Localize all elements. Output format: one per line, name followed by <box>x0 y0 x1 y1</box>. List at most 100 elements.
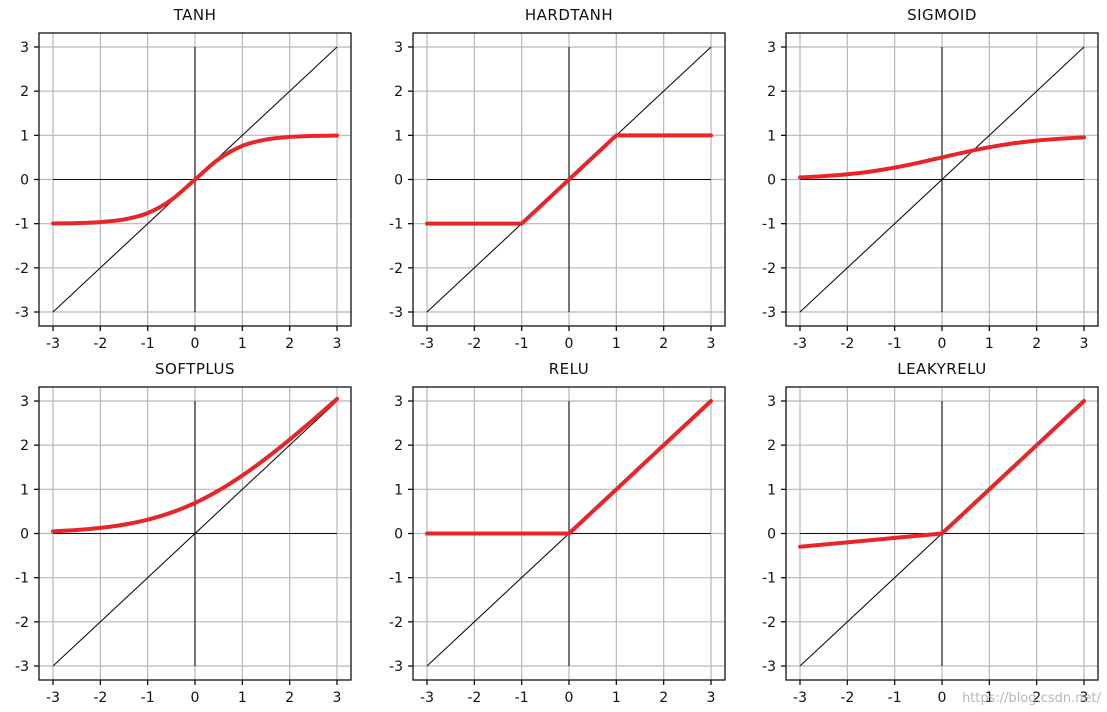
x-tick-label: 1 <box>985 690 994 706</box>
y-tick-label: 2 <box>394 84 403 100</box>
x-tick-label: -1 <box>888 690 902 706</box>
chart-panel-leakyrelu: LEAKYRELU -3 -2 -1 0 1 2 3 3 2 1 0 -1 -2 -3 <box>762 360 1099 706</box>
y-tick-label: -3 <box>389 305 403 321</box>
identity-line <box>799 46 1085 313</box>
y-tick-label: -2 <box>15 261 29 277</box>
y-tick-label: -1 <box>762 571 776 587</box>
panel-title: TANH <box>173 6 217 24</box>
y-tick-label: 2 <box>767 84 776 100</box>
panel-title: LEAKYRELU <box>897 360 987 378</box>
watermark: https://blog.csdn.net/ <box>961 691 1101 706</box>
y-tick-label: -1 <box>15 571 29 587</box>
series-curve <box>425 399 713 536</box>
x-tick-label: -1 <box>515 336 529 352</box>
x-tick-label: 1 <box>985 336 994 352</box>
y-tick-label: 1 <box>394 482 403 498</box>
series-curve <box>51 396 339 534</box>
x-tick-label: 3 <box>707 690 716 706</box>
y-tick-label: -3 <box>15 659 29 675</box>
x-tick-label: 2 <box>659 336 668 352</box>
y-tick-label: 2 <box>20 438 29 454</box>
y-tick-label: -1 <box>389 217 403 233</box>
y-tick-label: -2 <box>15 615 29 631</box>
x-tick-label: -3 <box>46 690 60 706</box>
x-tick-label: -2 <box>93 690 107 706</box>
x-tick-label: 1 <box>612 336 621 352</box>
y-tick-label: 0 <box>394 173 403 189</box>
x-tick-label: 0 <box>565 336 574 352</box>
y-tick-label: 0 <box>767 173 776 189</box>
y-tick-label: -2 <box>762 615 776 631</box>
y-tick-label: 0 <box>20 527 29 543</box>
y-tick-label: 1 <box>767 128 776 144</box>
y-tick-label: 1 <box>20 128 29 144</box>
x-tick-label: -1 <box>888 336 902 352</box>
y-tick-label: -1 <box>762 217 776 233</box>
x-tick-label: -3 <box>793 336 807 352</box>
y-tick-label: 0 <box>767 527 776 543</box>
series-curve <box>798 399 1086 549</box>
x-tick-label: 1 <box>612 690 621 706</box>
x-tick-label: 2 <box>659 690 668 706</box>
y-tick-label: 3 <box>20 40 29 56</box>
x-tick-label: -1 <box>141 690 155 706</box>
x-tick-label: 2 <box>1032 336 1041 352</box>
panel-title: RELU <box>549 360 590 378</box>
chart-panel-tanh: TANH -3 -2 -1 0 1 2 3 3 2 1 0 -1 -2 -3 <box>15 6 352 352</box>
x-tick-label: 0 <box>191 690 200 706</box>
x-tick-label: 3 <box>707 336 716 352</box>
y-tick-label: 3 <box>767 40 776 56</box>
x-tick-label: 3 <box>1080 336 1089 352</box>
y-tick-label: 1 <box>394 128 403 144</box>
x-tick-label: 3 <box>333 336 342 352</box>
y-tick-label: -2 <box>762 261 776 277</box>
x-tick-label: 0 <box>565 690 574 706</box>
x-tick-label: 3 <box>1080 690 1089 706</box>
x-tick-label: -1 <box>141 336 155 352</box>
y-tick-label: 2 <box>394 438 403 454</box>
chart-panel-relu: RELU -3 -2 -1 0 1 2 3 3 2 1 0 -1 -2 -3 <box>389 360 726 706</box>
x-tick-label: 2 <box>1032 690 1041 706</box>
y-tick-label: -3 <box>389 659 403 675</box>
x-tick-label: 0 <box>938 690 947 706</box>
y-tick-label: -2 <box>389 615 403 631</box>
x-tick-label: 0 <box>938 336 947 352</box>
panel-title: HARDTANH <box>525 6 613 24</box>
x-tick-label: -2 <box>840 336 854 352</box>
x-tick-label: -1 <box>515 690 529 706</box>
panel-title: SIGMOID <box>907 6 977 24</box>
y-tick-label: 3 <box>394 40 403 56</box>
y-tick-label: -1 <box>389 571 403 587</box>
y-tick-label: 0 <box>20 173 29 189</box>
x-tick-label: -3 <box>46 336 60 352</box>
x-tick-label: 1 <box>238 690 247 706</box>
series-curve <box>798 135 1086 180</box>
x-tick-label: -2 <box>467 690 481 706</box>
panel-title: SOFTPLUS <box>155 360 235 378</box>
chart-panel-hardtanh: HARDTANH -3 -2 -1 0 1 2 3 3 2 1 0 -1 -2 -3 <box>389 6 726 352</box>
y-tick-label: -3 <box>15 305 29 321</box>
x-tick-label: 2 <box>285 336 294 352</box>
chart-panel-softplus: SOFTPLUS -3 -2 -1 0 1 2 3 3 2 1 0 -1 -2 -3 <box>15 360 352 706</box>
y-tick-label: -3 <box>762 305 776 321</box>
y-tick-label: -1 <box>15 217 29 233</box>
y-tick-label: -3 <box>762 659 776 675</box>
x-tick-label: 0 <box>191 336 200 352</box>
x-tick-label: -2 <box>467 336 481 352</box>
x-tick-label: 1 <box>238 336 247 352</box>
y-tick-label: 3 <box>20 394 29 410</box>
y-tick-label: 3 <box>767 394 776 410</box>
series-curve <box>425 133 713 226</box>
y-tick-label: 1 <box>767 482 776 498</box>
x-tick-label: -2 <box>93 336 107 352</box>
y-tick-label: 2 <box>767 438 776 454</box>
y-tick-label: 3 <box>394 394 403 410</box>
y-tick-label: 2 <box>20 84 29 100</box>
y-tick-label: -2 <box>389 261 403 277</box>
series-curve <box>51 133 339 226</box>
x-tick-label: -3 <box>420 690 434 706</box>
y-tick-label: 0 <box>394 527 403 543</box>
identity-line <box>52 400 338 667</box>
x-tick-label: -3 <box>793 690 807 706</box>
